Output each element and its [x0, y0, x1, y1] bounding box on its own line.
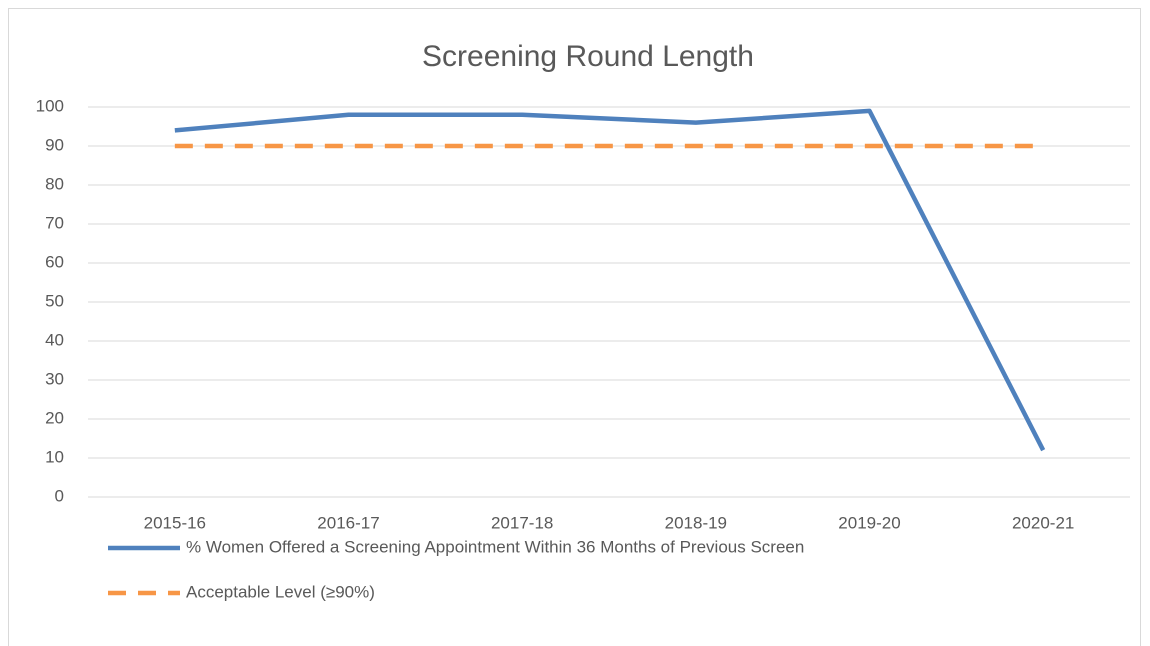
y-tick-label: 60 [45, 252, 64, 271]
x-tick-label: 2017-18 [491, 513, 553, 532]
y-tick-label: 70 [45, 213, 64, 232]
legend-label: Acceptable Level (≥90%) [186, 582, 375, 601]
chart-title: Screening Round Length [422, 40, 754, 73]
x-tick-label: 2015-16 [144, 513, 206, 532]
y-tick-label: 40 [45, 330, 64, 349]
y-tick-label: 90 [45, 135, 64, 154]
y-tick-label: 0 [55, 486, 64, 505]
y-tick-label: 80 [45, 174, 64, 193]
y-tick-label: 100 [36, 96, 64, 115]
x-tick-label: 2018-19 [665, 513, 727, 532]
y-tick-label: 50 [45, 291, 64, 310]
x-tick-label: 2020-21 [1012, 513, 1074, 532]
x-tick-label: 2019-20 [838, 513, 900, 532]
y-tick-label: 30 [45, 369, 64, 388]
x-tick-label: 2016-17 [317, 513, 379, 532]
chart-border [8, 8, 1141, 646]
y-tick-label: 20 [45, 408, 64, 427]
y-tick-label: 10 [45, 447, 64, 466]
legend-label: % Women Offered a Screening Appointment … [186, 537, 804, 556]
series-line [174, 108, 1046, 452]
